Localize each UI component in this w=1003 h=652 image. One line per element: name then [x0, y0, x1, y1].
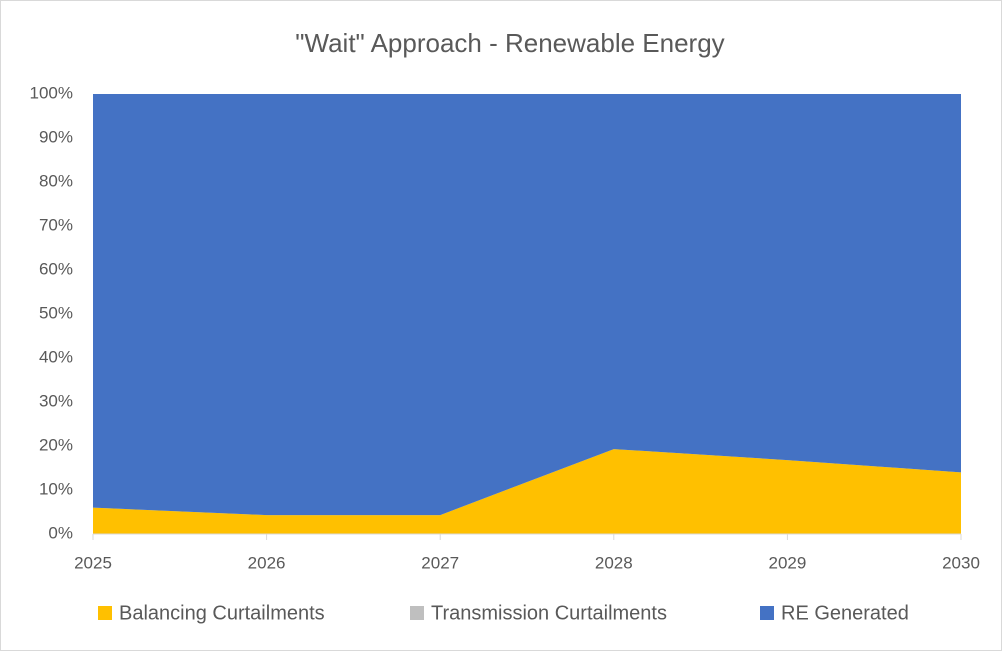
x-tick-label: 2027: [421, 553, 459, 572]
x-tick-label: 2026: [248, 553, 286, 572]
legend-swatch: [98, 606, 112, 620]
y-tick-label: 70%: [39, 215, 73, 234]
y-tick-label: 30%: [39, 391, 73, 410]
y-tick-label: 90%: [39, 127, 73, 146]
legend-swatch: [410, 606, 424, 620]
y-tick-label: 60%: [39, 259, 73, 278]
y-tick-label: 10%: [39, 479, 73, 498]
y-tick-label: 20%: [39, 435, 73, 454]
legend-label: Balancing Curtailments: [119, 602, 325, 624]
chart-title: "Wait" Approach - Renewable Energy: [295, 28, 724, 58]
area: [93, 94, 961, 516]
y-tick-label: 40%: [39, 347, 73, 366]
area: [93, 449, 961, 534]
x-tick-label: 2028: [595, 553, 633, 572]
x-tick-label: 2029: [768, 553, 806, 572]
legend-swatch: [760, 606, 774, 620]
y-tick-label: 100%: [30, 83, 73, 102]
x-tick-label: 2030: [942, 553, 980, 572]
x-tick-label: 2025: [74, 553, 112, 572]
legend-label: RE Generated: [781, 602, 909, 624]
legend-label: Transmission Curtailments: [431, 602, 667, 624]
y-tick-label: 50%: [39, 303, 73, 322]
y-tick-label: 80%: [39, 171, 73, 190]
y-tick-label: 0%: [48, 523, 73, 542]
